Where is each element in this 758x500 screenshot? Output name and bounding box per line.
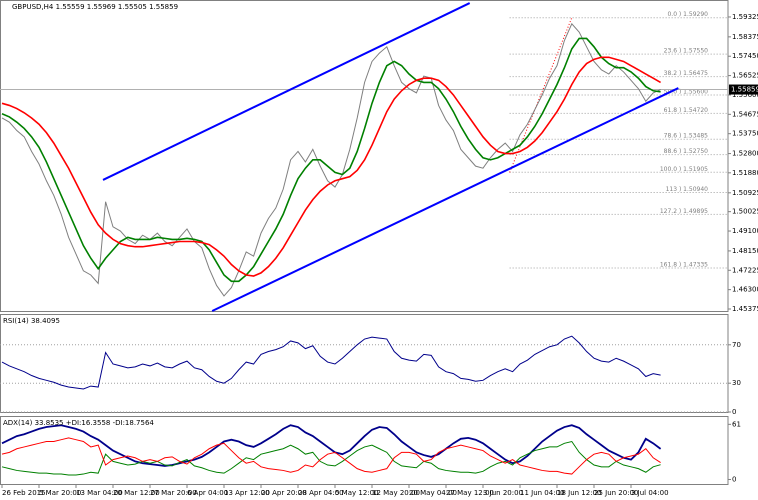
y-tick-label: 1.45375 <box>732 305 758 313</box>
y-tick-label: 1.58375 <box>732 33 758 41</box>
current-price-label: 1.55859 <box>731 86 758 94</box>
y-tick-label: 61 <box>732 420 741 428</box>
y-tick-label: 1.49100 <box>732 227 758 235</box>
series-line <box>1 37 661 283</box>
x-tick-label: 18 Jun 12:00 <box>557 489 601 497</box>
fib-label: 61.8 ) 1.54720 <box>664 107 709 114</box>
x-tick-label: 20 May 04:00 <box>409 489 457 497</box>
y-tick-label: 1.51880 <box>732 169 758 177</box>
x-tick-label: 25 Jun 20:00 <box>594 489 638 497</box>
series-line <box>1 22 661 297</box>
y-tick-label: 1.46300 <box>732 286 758 294</box>
x-tick-label: 3 Jul 04:00 <box>631 489 669 497</box>
x-tick-label: 26 Feb 2015 <box>2 489 46 497</box>
x-tick-label: 5 May 12:00 <box>335 489 379 497</box>
x-tick-label: 13 Mar 04:00 <box>76 489 123 497</box>
y-tick-label: 1.48150 <box>732 247 758 255</box>
y-tick-label: 1.55600 <box>732 91 758 99</box>
fib-label: 50.0 ) 1.55600 <box>664 88 709 95</box>
pane-title: ADX(14) 33.8535 +DI:16.3558 -DI:18.7564 <box>3 419 154 427</box>
y-tick-label: 1.57450 <box>732 52 758 60</box>
fib-label: 38.2 ) 1.56475 <box>664 70 709 77</box>
x-tick-label: 3 Jun 20:00 <box>483 489 523 497</box>
y-tick-label: 1.47225 <box>732 266 758 274</box>
y-tick-label: 70 <box>732 341 741 349</box>
x-tick-label: 12 May 20:00 <box>372 489 420 497</box>
series-line <box>1 440 661 476</box>
y-tick-label: 1.52800 <box>732 150 758 158</box>
fib-label: 78.6 ) 1.53485 <box>664 133 709 140</box>
series-line <box>1 424 662 467</box>
y-tick-label: 1.53750 <box>732 130 758 138</box>
y-tick-label: 0 <box>732 475 736 483</box>
x-tick-label: 27 May 12:00 <box>446 489 494 497</box>
series-line <box>1 56 661 277</box>
fib-label: 127.2 ) 1.49895 <box>660 208 708 215</box>
y-tick-label: 1.54675 <box>732 110 758 118</box>
x-tick-label: 28 Apr 04:00 <box>298 489 344 497</box>
y-tick-label: 1.59325 <box>732 13 758 21</box>
y-tick-label: 30 <box>732 379 741 387</box>
x-tick-label: 27 Mar 20:00 <box>150 489 197 497</box>
y-tick-label: 1.50925 <box>732 189 758 197</box>
fib-anchor <box>509 17 573 173</box>
y-tick-label: 1.50025 <box>732 208 758 216</box>
fib-label: 100.0 ) 1.51905 <box>660 166 708 173</box>
x-tick-label: 11 Jun 04:00 <box>520 489 564 497</box>
pane-title: RSI(14) 38.4095 <box>3 317 60 325</box>
series-line <box>1 437 661 475</box>
fib-label: 0.0 ) 1.59290 <box>667 11 708 18</box>
fib-label: 113 ) 1.50940 <box>666 186 709 193</box>
y-tick-label: 1.56525 <box>732 72 758 80</box>
pane-frame <box>0 314 729 413</box>
pane-title: GBPUSD,H4 1.55559 1.55969 1.55505 1.5585… <box>12 3 178 11</box>
y-tick-label: 0 <box>732 408 736 416</box>
pane-frame <box>0 0 729 312</box>
series-line <box>1 335 661 390</box>
channel-line <box>102 2 471 181</box>
channel-line <box>211 87 679 312</box>
fib-label: 161.8 ) 1.47335 <box>660 261 708 268</box>
x-tick-label: 13 Apr 12:00 <box>224 489 270 497</box>
x-tick-label: 20 Mar 12:00 <box>113 489 160 497</box>
fib-label: 23.6 ) 1.57550 <box>664 48 709 55</box>
x-tick-label: 20 Apr 20:00 <box>261 489 307 497</box>
x-tick-label: 5 Mar 20:00 <box>39 489 81 497</box>
pane-frame <box>0 416 729 485</box>
current-price-box <box>729 84 758 95</box>
x-tick-label: 6 Apr 04:00 <box>187 489 228 497</box>
fib-label: 88.6 ) 1.52750 <box>664 148 709 155</box>
